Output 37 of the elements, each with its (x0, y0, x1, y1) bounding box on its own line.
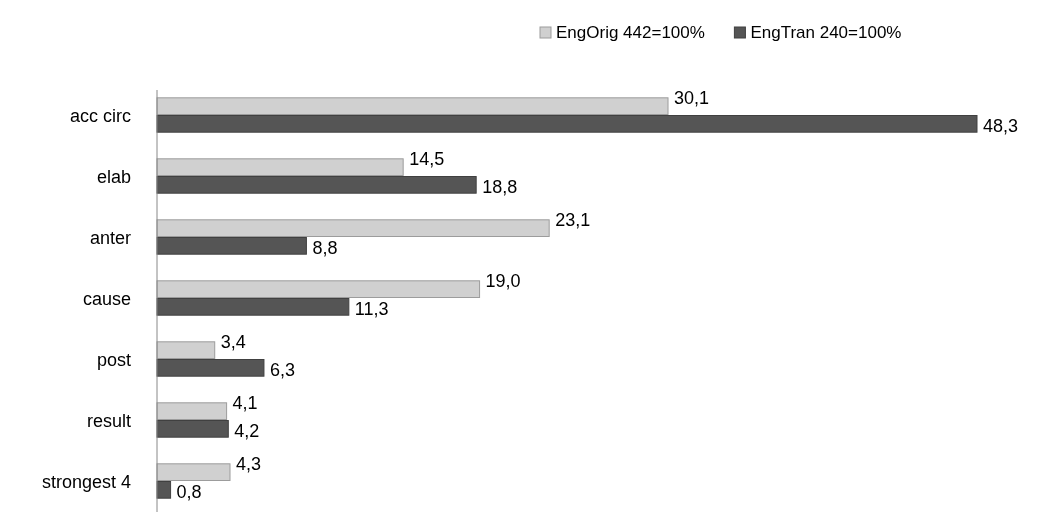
legend-label: EngOrig 442=100% (556, 23, 705, 42)
data-label: 30,1 (674, 87, 710, 108)
bar (156, 481, 172, 499)
legend-label: EngTran 240=100% (750, 23, 902, 42)
y-tick-label: result (86, 410, 131, 431)
y-tick-label: elab (96, 166, 131, 187)
data-label: 48,3 (983, 116, 1019, 137)
bar (156, 115, 978, 133)
data-label: 3,4 (220, 331, 246, 352)
y-tick-label: acc circ (69, 105, 131, 126)
data-label: 19,0 (485, 270, 521, 291)
y-tick-label: anter (89, 227, 131, 248)
bar (156, 341, 216, 359)
y-tick-label: cause (82, 288, 131, 309)
data-label: 8,8 (312, 238, 338, 259)
y-tick-label: post (96, 349, 131, 370)
data-label: 18,8 (482, 177, 518, 198)
bar (156, 219, 550, 237)
bar (156, 158, 404, 176)
bar (156, 298, 350, 316)
data-label: 23,1 (555, 209, 591, 230)
bar (156, 420, 229, 438)
data-label: 0,8 (176, 482, 202, 503)
data-label: 14,5 (409, 148, 445, 169)
bar (156, 402, 228, 420)
bar (156, 280, 481, 298)
bar (156, 463, 231, 481)
bar (156, 97, 669, 115)
bar (156, 359, 265, 377)
data-label: 4,3 (236, 453, 262, 474)
data-label: 4,1 (232, 392, 258, 413)
bar (156, 176, 477, 194)
data-label: 4,2 (234, 421, 260, 442)
data-label: 6,3 (269, 360, 295, 381)
y-tick-label: strongest 4 (41, 471, 131, 492)
data-label: 11,3 (354, 299, 389, 320)
bar (156, 237, 307, 255)
